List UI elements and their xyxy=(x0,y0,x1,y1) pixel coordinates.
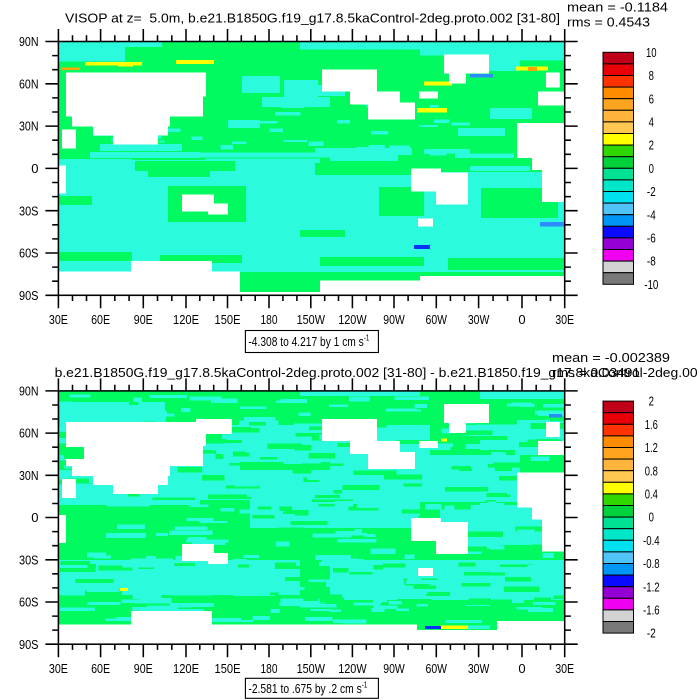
svg-text:6: 6 xyxy=(649,91,654,106)
svg-text:90N: 90N xyxy=(19,384,39,399)
svg-text:2: 2 xyxy=(649,394,654,409)
svg-text:0: 0 xyxy=(31,161,38,176)
svg-text:-1.2: -1.2 xyxy=(643,579,660,594)
svg-text:90N: 90N xyxy=(19,34,39,49)
svg-text:10: 10 xyxy=(646,45,657,60)
svg-text:60N: 60N xyxy=(19,426,39,441)
svg-text:b.e21.B1850G.f19_g17.8.5kaCont: b.e21.B1850G.f19_g17.8.5kaControl-2deg.p… xyxy=(55,365,698,380)
svg-text:90S: 90S xyxy=(19,637,39,652)
svg-text:-2.581 to .675 by .2 cm s-1: -2.581 to .675 by .2 cm s-1 xyxy=(248,680,367,696)
svg-text:0: 0 xyxy=(518,312,525,327)
svg-text:1.6: 1.6 xyxy=(645,417,658,432)
svg-text:-4.308 to 4.217 by 1 cm s-1: -4.308 to 4.217 by 1 cm s-1 xyxy=(248,334,369,350)
svg-text:rms = 0.4543: rms = 0.4543 xyxy=(567,15,650,30)
svg-text:0.8: 0.8 xyxy=(645,463,658,478)
svg-text:30W: 30W xyxy=(468,661,490,676)
svg-text:90S: 90S xyxy=(19,288,39,303)
svg-text:90W: 90W xyxy=(383,661,405,676)
svg-text:180: 180 xyxy=(261,661,278,676)
svg-text:rms = 0.03491: rms = 0.03491 xyxy=(552,365,640,380)
svg-text:90E: 90E xyxy=(134,661,153,676)
svg-text:2: 2 xyxy=(649,138,654,153)
svg-text:8: 8 xyxy=(649,68,654,83)
svg-text:60E: 60E xyxy=(91,312,110,327)
svg-text:30S: 30S xyxy=(19,203,39,218)
svg-text:30E: 30E xyxy=(49,661,68,676)
svg-text:30N: 30N xyxy=(19,119,39,134)
svg-text:0: 0 xyxy=(31,510,38,525)
svg-text:60N: 60N xyxy=(19,76,39,91)
svg-text:0: 0 xyxy=(649,161,654,176)
svg-text:mean = -0.1184: mean = -0.1184 xyxy=(567,0,668,15)
svg-text:30N: 30N xyxy=(19,468,39,483)
svg-text:-1.6: -1.6 xyxy=(643,603,660,618)
svg-text:90E: 90E xyxy=(134,312,153,327)
svg-text:0.4: 0.4 xyxy=(645,487,658,502)
svg-text:1.2: 1.2 xyxy=(645,440,658,455)
svg-text:-2: -2 xyxy=(647,626,656,641)
svg-text:150E: 150E xyxy=(215,312,241,327)
svg-text:-10: -10 xyxy=(644,277,658,292)
svg-text:60W: 60W xyxy=(426,661,448,676)
svg-text:30E: 30E xyxy=(49,312,68,327)
svg-text:60S: 60S xyxy=(19,246,39,261)
svg-text:150W: 150W xyxy=(297,312,326,327)
svg-text:120W: 120W xyxy=(338,312,367,327)
svg-text:120W: 120W xyxy=(338,661,367,676)
svg-text:-4: -4 xyxy=(647,207,656,222)
svg-text:0: 0 xyxy=(649,510,654,525)
svg-text:120E: 120E xyxy=(173,312,199,327)
svg-text:-0.4: -0.4 xyxy=(643,533,660,548)
svg-text:0: 0 xyxy=(518,661,525,676)
svg-text:VISOP at z= 5.0m, b.e21.B1850: VISOP at z= 5.0m, b.e21.B1850G.f19_g17.8… xyxy=(65,10,560,25)
svg-text:4: 4 xyxy=(649,115,654,130)
svg-text:60E: 60E xyxy=(91,661,110,676)
svg-text:30S: 30S xyxy=(19,552,39,567)
svg-text:60W: 60W xyxy=(426,312,448,327)
svg-text:150E: 150E xyxy=(215,661,241,676)
svg-text:30E: 30E xyxy=(555,661,574,676)
svg-text:-6: -6 xyxy=(647,231,656,246)
svg-text:-8: -8 xyxy=(647,254,656,269)
svg-text:30W: 30W xyxy=(468,312,490,327)
svg-text:120E: 120E xyxy=(173,661,199,676)
svg-text:30E: 30E xyxy=(555,312,574,327)
svg-text:150W: 150W xyxy=(297,661,326,676)
svg-text:-2: -2 xyxy=(647,184,656,199)
svg-text:-0.8: -0.8 xyxy=(643,556,660,571)
svg-text:mean = -0.002389: mean = -0.002389 xyxy=(552,350,670,365)
svg-text:180: 180 xyxy=(261,312,278,327)
svg-text:90W: 90W xyxy=(383,312,405,327)
svg-text:60S: 60S xyxy=(19,595,39,610)
